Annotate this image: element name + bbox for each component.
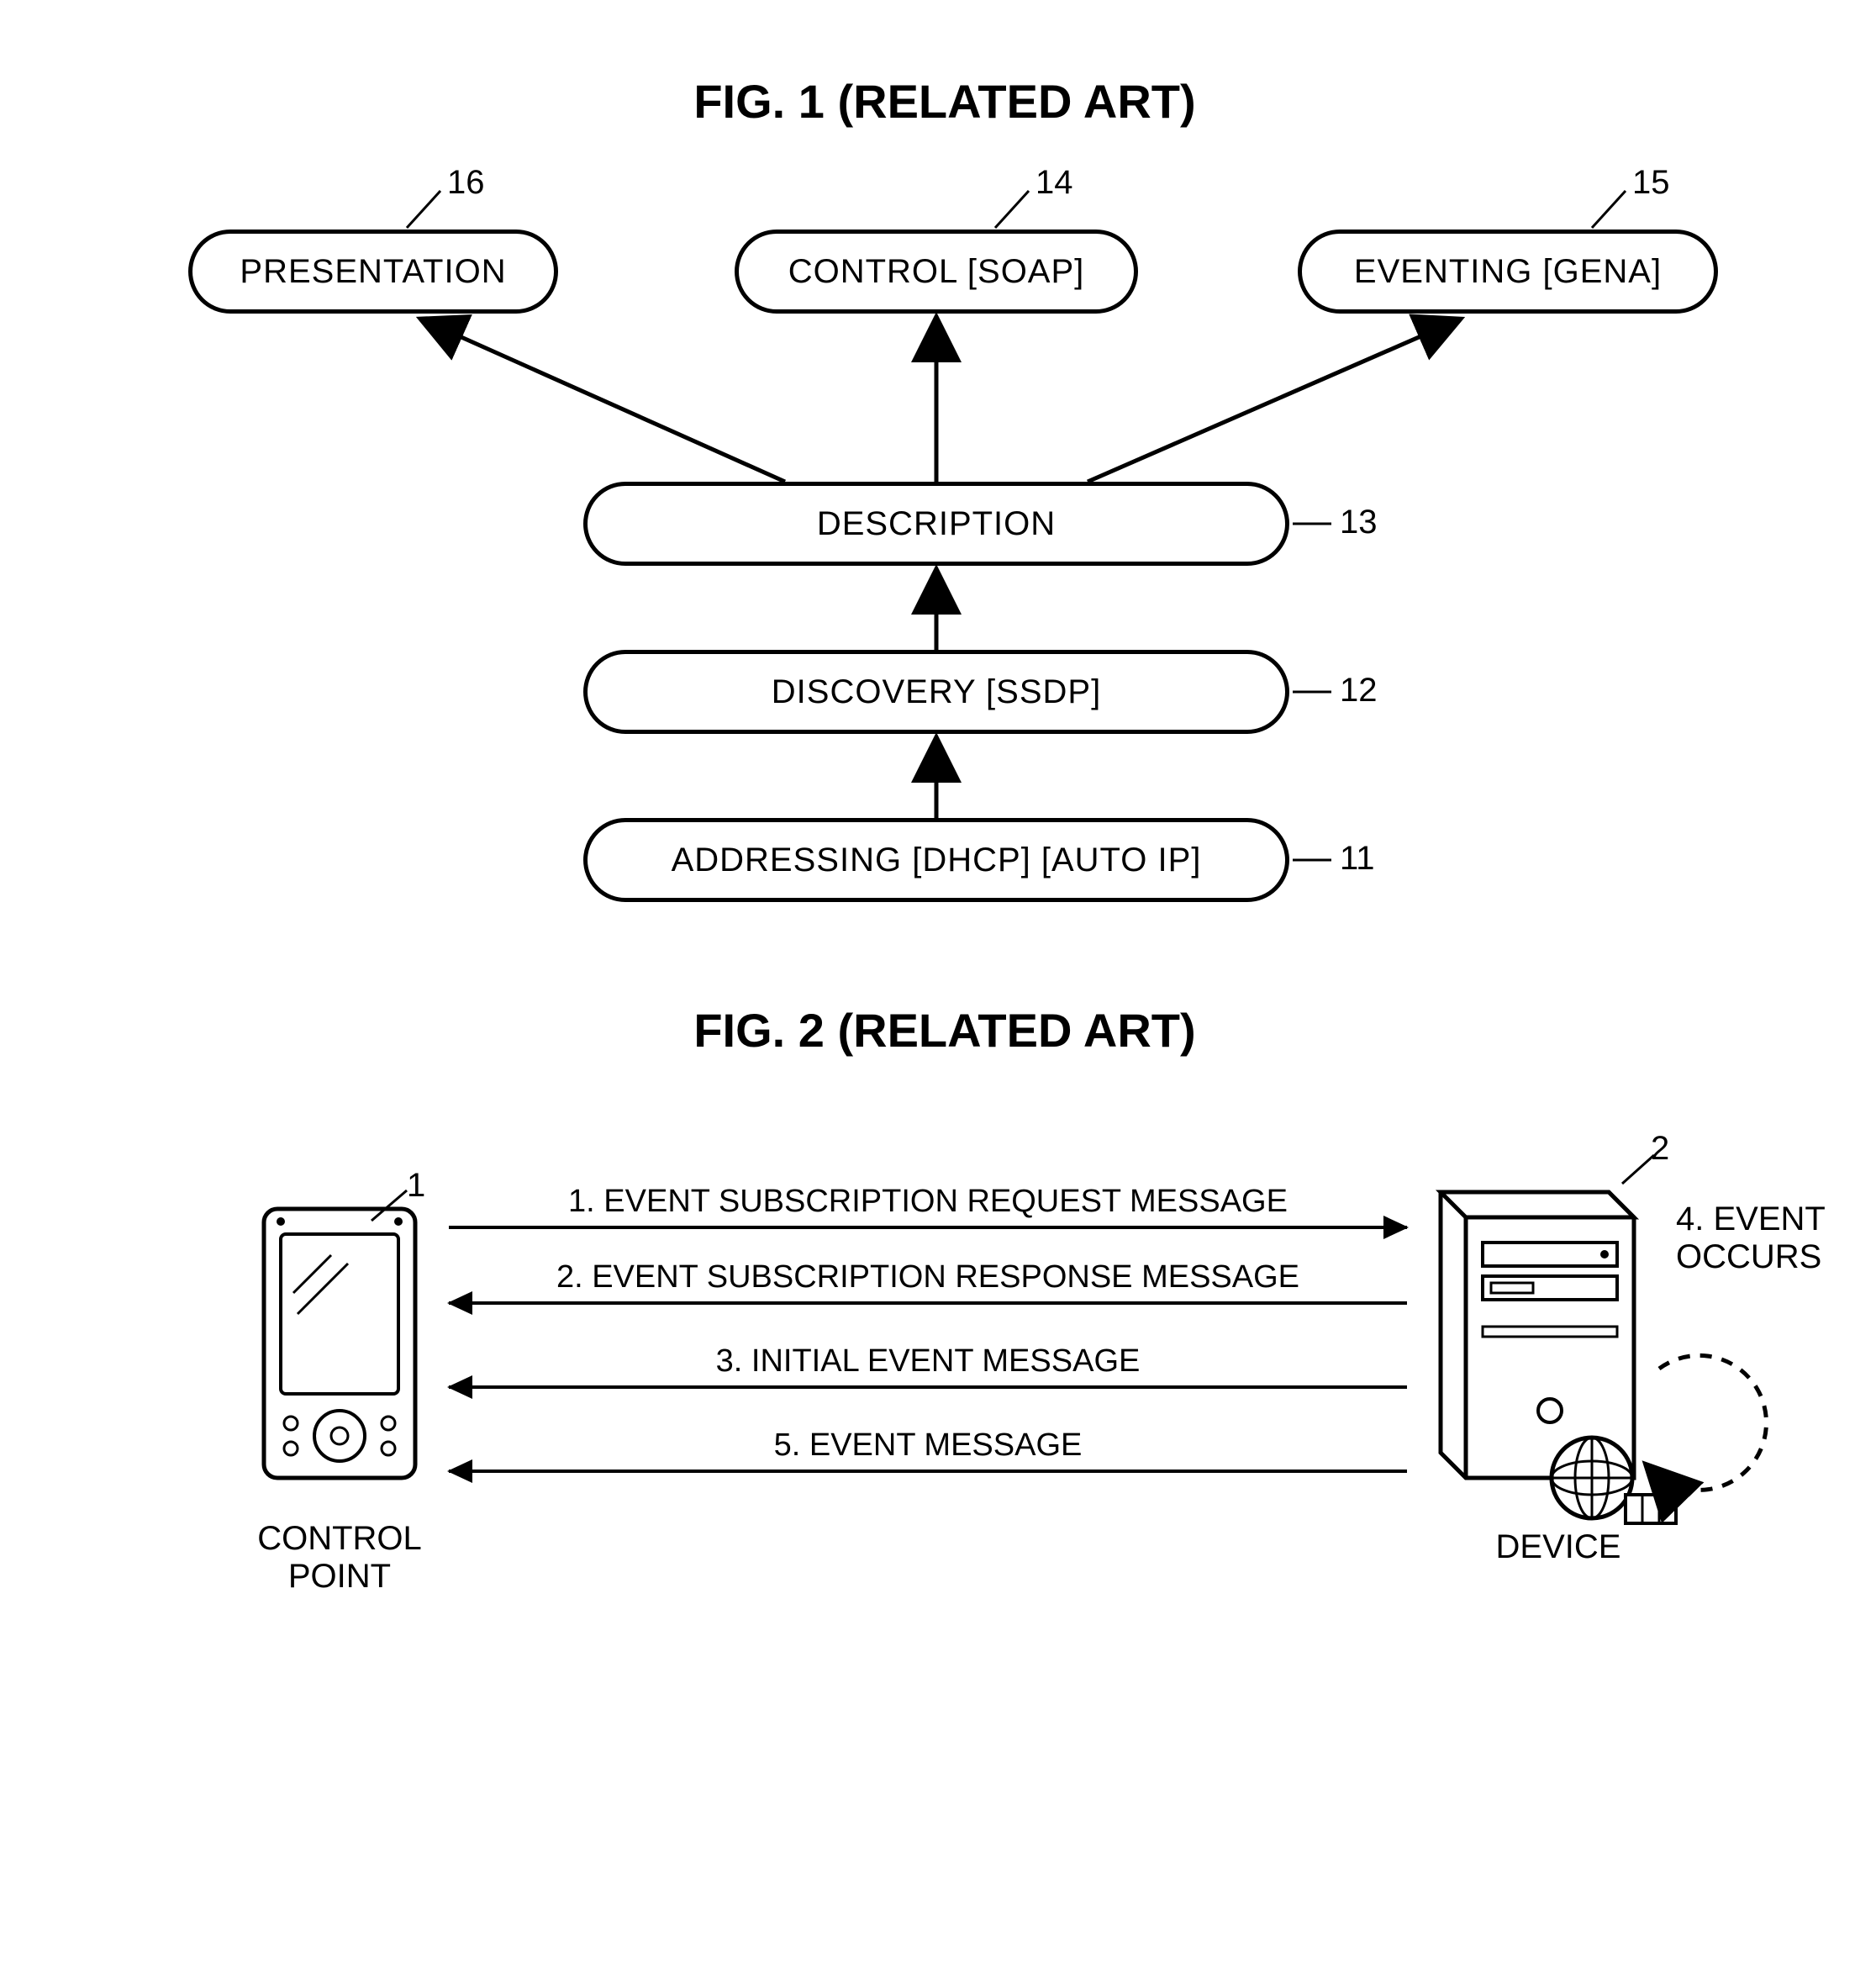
pill-description: DESCRIPTION <box>583 482 1289 566</box>
ref-1-leader <box>365 1184 424 1234</box>
msg-5-arrowhead <box>447 1459 472 1483</box>
msg-row-2: 2. EVENT SUBSCRIPTION RESPONSE MESSAGE <box>449 1259 1407 1310</box>
msg-2-line <box>449 1301 1407 1305</box>
ref-12: 12 <box>1340 672 1378 710</box>
msg-3-label: 3. INITIAL EVENT MESSAGE <box>449 1343 1407 1380</box>
msg-1-arrowhead <box>1383 1216 1409 1239</box>
msg-row-3: 3. INITIAL EVENT MESSAGE <box>449 1343 1407 1394</box>
pill-eventing: EVENTING [GENA] <box>1298 230 1718 314</box>
ref-14: 14 <box>1035 164 1073 202</box>
device-label: DEVICE <box>1441 1528 1676 1566</box>
msg-2-label: 2. EVENT SUBSCRIPTION RESPONSE MESSAGE <box>449 1259 1407 1295</box>
msg-5-line <box>449 1470 1407 1473</box>
pill-addressing-text: ADDRESSING [DHCP] [AUTO IP] <box>672 842 1202 879</box>
fig2-title: FIG. 2 (RELATED ART) <box>40 1003 1849 1058</box>
pill-eventing-text: EVENTING [GENA] <box>1354 253 1662 291</box>
msg-1-line <box>449 1226 1407 1229</box>
pill-description-text: DESCRIPTION <box>817 505 1056 543</box>
msg-3-line <box>449 1385 1407 1389</box>
msg-3-arrowhead <box>447 1375 472 1399</box>
control-point-icon <box>230 1192 449 1512</box>
msg-row-1: 1. EVENT SUBSCRIPTION REQUEST MESSAGE <box>449 1184 1407 1234</box>
fig2-container: 1 CONTROL POINT <box>146 1108 1743 1696</box>
ref-11: 11 <box>1340 840 1375 878</box>
fig1-container: PRESENTATION 16 CONTROL [SOAP] 14 EVENTI… <box>146 179 1743 936</box>
pill-discovery: DISCOVERY [SSDP] <box>583 650 1289 734</box>
fig1-title: FIG. 1 (RELATED ART) <box>40 74 1849 129</box>
msg-5-label: 5. EVENT MESSAGE <box>449 1427 1407 1464</box>
ref-2-leader <box>1617 1150 1668 1192</box>
ref-15: 15 <box>1632 164 1670 202</box>
pill-discovery-text: DISCOVERY [SSDP] <box>772 673 1101 711</box>
pill-presentation-text: PRESENTATION <box>240 253 506 291</box>
pill-control-text: CONTROL [SOAP] <box>788 253 1085 291</box>
pill-addressing: ADDRESSING [DHCP] [AUTO IP] <box>583 818 1289 902</box>
pill-presentation: PRESENTATION <box>188 230 558 314</box>
msg-row-5: 5. EVENT MESSAGE <box>449 1427 1407 1478</box>
ref-16: 16 <box>447 164 485 202</box>
event-loop-arrow <box>1609 1327 1827 1528</box>
event-occurs-label: 4. EVENT OCCURS <box>1676 1200 1876 1276</box>
control-point-label: CONTROL POINT <box>222 1520 457 1596</box>
msg-1-label: 1. EVENT SUBSCRIPTION REQUEST MESSAGE <box>449 1184 1407 1220</box>
msg-2-arrowhead <box>447 1291 472 1315</box>
ref-13: 13 <box>1340 504 1378 541</box>
pill-control: CONTROL [SOAP] <box>735 230 1138 314</box>
